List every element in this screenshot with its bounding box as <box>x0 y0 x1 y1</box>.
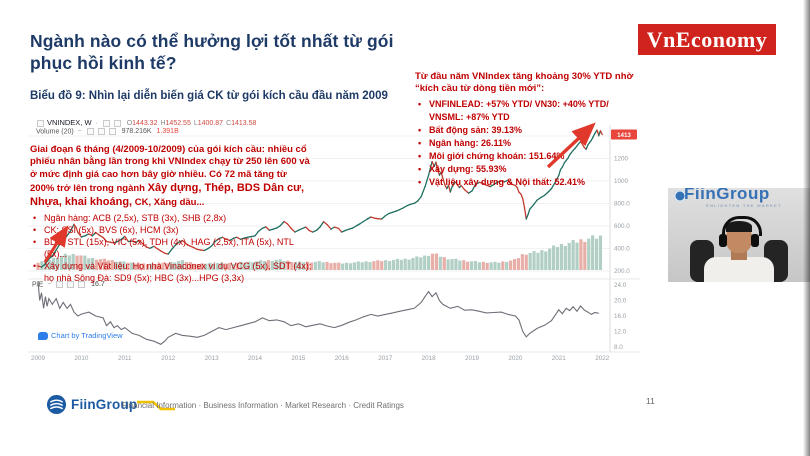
presenter-webcam-video: FiinGroup ENLIGHTEN THE MARKET <box>668 188 810 282</box>
backdrop-brand-text: FiinGroup <box>684 188 770 203</box>
svg-text:600.0: 600.0 <box>614 223 630 230</box>
settings-icon <box>97 128 105 135</box>
volume-ma-value: 1.391B <box>156 128 179 136</box>
svg-text:2020: 2020 <box>508 355 523 362</box>
tradingview-watermark: Chart by TradingView <box>38 331 123 340</box>
fiingroup-backdrop-circle-icon <box>674 190 686 202</box>
ytd-title: Từ đầu năm VNIndex tăng khoảng 30% YTD n… <box>415 71 634 95</box>
chart-legend-symbol-row: VNINDEX, W · O1443.32 H1452.55 L1400.87 C14… <box>36 118 256 127</box>
svg-text:2022: 2022 <box>595 355 610 362</box>
left-analysis-block: Giai đoạn 6 tháng (4/2009-10/2009) của g… <box>30 144 312 285</box>
settings-icon <box>67 281 75 288</box>
headphone-earcup <box>719 234 727 247</box>
svg-text:2009: 2009 <box>31 355 46 362</box>
bullet-item: • VNFINLEAD: +57% YTD/ VN30: +40% YTD/ VN… <box>418 98 609 122</box>
presenter-shirt <box>704 257 774 282</box>
svg-text:20.0: 20.0 <box>614 298 627 305</box>
bullet-item: • Môi giới chứng khoán: 151.64% <box>418 150 565 161</box>
svg-text:200.0: 200.0 <box>614 268 630 275</box>
svg-text:2015: 2015 <box>291 355 306 362</box>
svg-text:2012: 2012 <box>161 355 176 362</box>
svg-text:2018: 2018 <box>422 355 437 362</box>
chart-legend-pe-row: P/E ~ 16.7 <box>32 281 105 289</box>
svg-text:2010: 2010 <box>74 355 89 362</box>
headphone-earcup <box>751 234 759 247</box>
ohlc-values: O1443.32 H1452.55 L1400.87 C1413.58 <box>126 120 257 127</box>
page-number: 11 <box>646 396 655 406</box>
analysis-intro: Giai đoạn 6 tháng (4/2009-10/2009) của g… <box>30 144 310 209</box>
svg-text:400.0: 400.0 <box>614 246 630 253</box>
svg-text:2016: 2016 <box>335 355 350 362</box>
pe-label: P/E <box>32 281 44 289</box>
bullet-item: • Xây dựng: 55.93% <box>418 163 507 174</box>
settings-icon <box>113 119 121 127</box>
vneconomy-logo: VnEconomy <box>638 24 776 55</box>
svg-text:1413: 1413 <box>617 132 631 139</box>
svg-text:800.0: 800.0 <box>614 201 630 208</box>
bullet-item: • Ngân hàng: ACB (2,5x), STB (3x), SHB (2… <box>33 212 227 223</box>
more-icon <box>108 128 116 135</box>
svg-text:2013: 2013 <box>205 355 220 362</box>
ytd-bullets: • VNFINLEAD: +57% YTD/ VN30: +40% YTD/ VN… <box>415 98 644 189</box>
backdrop-brand-tagline: ENLIGHTEN THE MARKET <box>706 203 782 208</box>
bullet-item: • Bất động sản: 39.13% <box>418 124 523 135</box>
volume-label: Volume (20) <box>36 128 74 136</box>
headphones-icon <box>722 216 762 236</box>
pe-value: 16.7 <box>91 281 105 289</box>
bullet-item: • Ngân hàng: 26.11% <box>418 137 512 148</box>
legend-collapse-icon <box>37 119 44 127</box>
svg-text:2019: 2019 <box>465 355 480 362</box>
more-icon <box>78 281 86 288</box>
svg-text:1000: 1000 <box>614 178 629 185</box>
svg-text:16.0: 16.0 <box>614 313 627 320</box>
analysis-bullets: • Ngân hàng: ACB (2,5x), STB (3x), SHB (2… <box>30 212 312 285</box>
chart-legend-volume-row: Volume (20) ~ 978.216K 1.391B <box>36 128 179 136</box>
chart-caption: Biểu đồ 9: Nhìn lại diễn biến giá CK từ … <box>30 90 388 102</box>
svg-text:12.0: 12.0 <box>614 329 627 336</box>
page-title: Ngành nào có thể hưởng lợi tốt nhất từ g… <box>30 31 394 74</box>
svg-text:2017: 2017 <box>378 355 393 362</box>
frame-right-edge <box>803 0 810 456</box>
volume-value: 978.216K <box>121 128 152 136</box>
svg-text:2014: 2014 <box>248 355 263 362</box>
tradingview-icon <box>38 331 48 340</box>
svg-text:2021: 2021 <box>552 355 567 362</box>
fiingroup-logo: FiinGroup <box>46 394 176 415</box>
bullet-item: • CK: SSI (5x), BVS (6x), HCM (3x) <box>33 224 179 235</box>
fiingroup-tagline: Financial Information · Business Informa… <box>122 401 404 410</box>
svg-text:1200: 1200 <box>614 156 629 163</box>
fiingroup-circle-icon <box>46 394 67 415</box>
symbol-label: VNINDEX, W <box>46 118 92 127</box>
bullet-item: • Vật liệu xây dựng & Nội thất: 52.41% <box>418 176 586 187</box>
ytd-highlight-box: Từ đầu năm VNIndex tăng khoảng 30% YTD n… <box>415 71 644 189</box>
bullet-item: • BDS: STL (15x), VIC (5x), TDH (4x), HAG… <box>33 237 294 260</box>
svg-text:24.0: 24.0 <box>614 282 627 289</box>
presenter-hair <box>726 221 752 232</box>
bullet-item: • Xây dựng và Vật liệu: Họ nhà Vinaconex … <box>33 261 312 284</box>
svg-text:2011: 2011 <box>118 355 132 362</box>
fiingroup-swoosh <box>137 400 176 410</box>
eye-icon <box>102 119 110 127</box>
presenter-neck <box>731 250 747 260</box>
svg-text:8.0: 8.0 <box>614 344 623 351</box>
eye-icon <box>86 128 94 135</box>
fiingroup-wordmark: FiinGroup <box>71 397 138 412</box>
eye-icon <box>56 281 64 288</box>
